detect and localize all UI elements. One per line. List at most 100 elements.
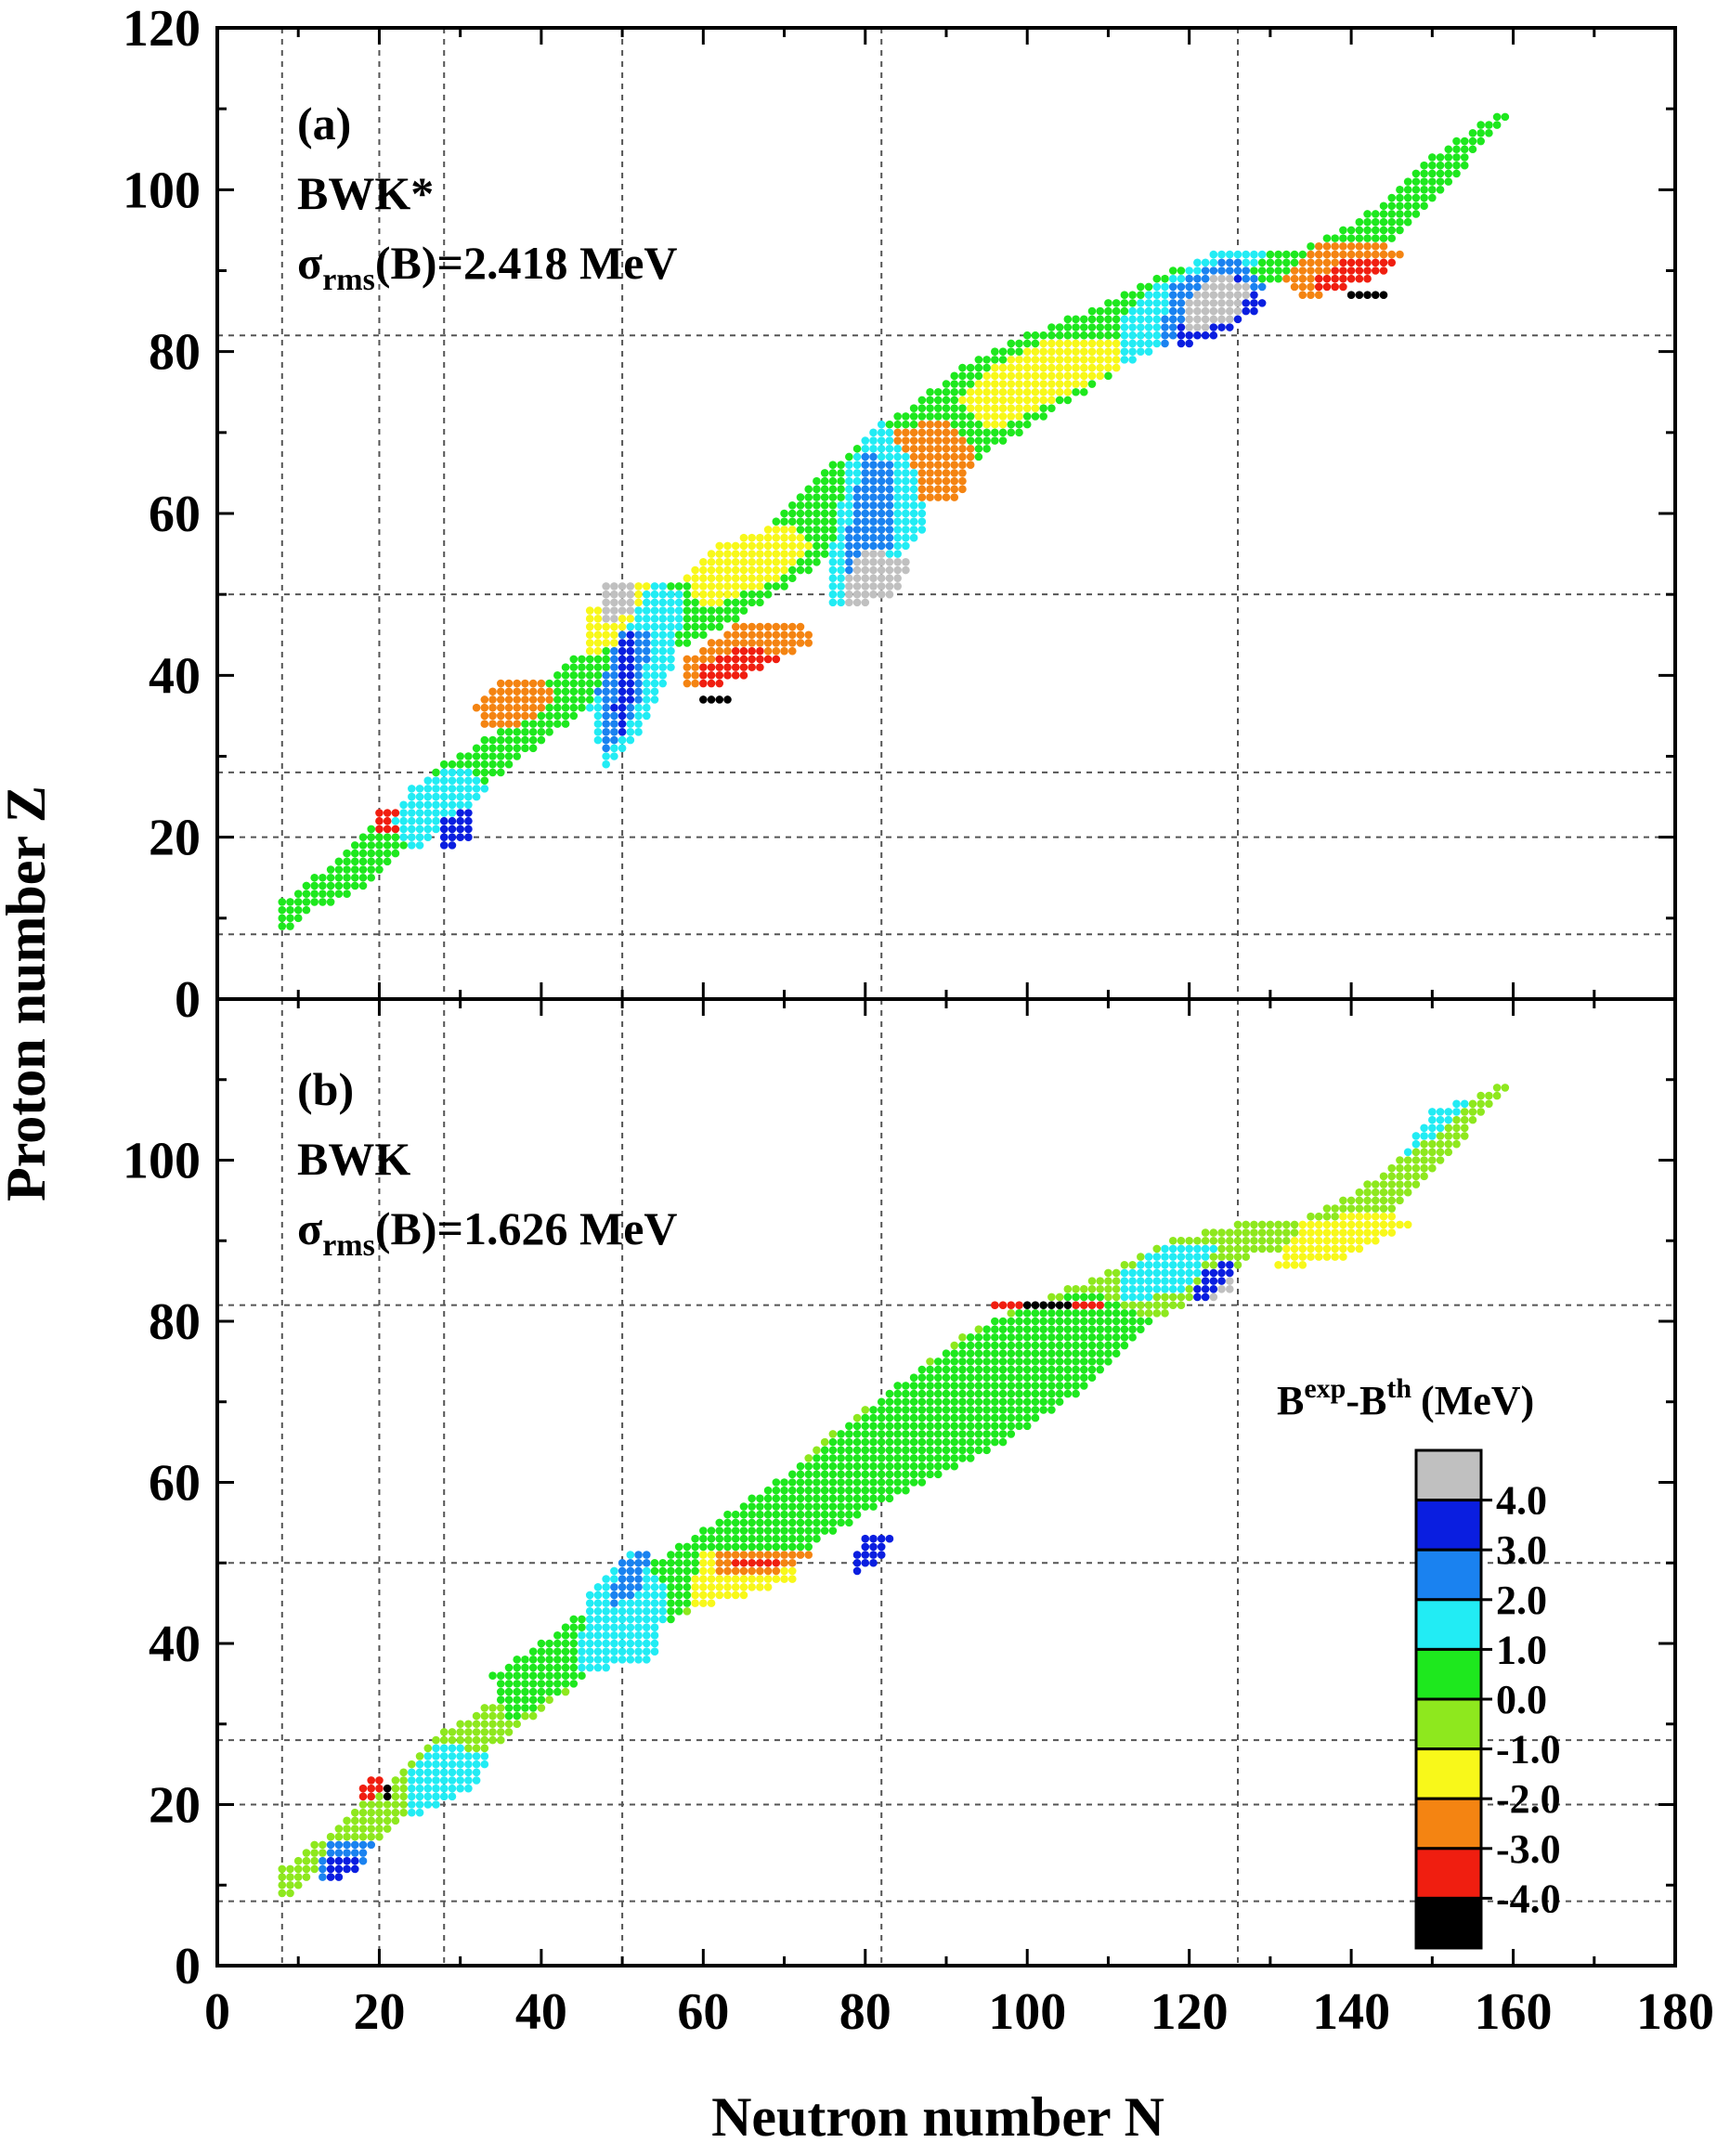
nuclide-point [1063,356,1073,364]
nuclide-point [1225,282,1234,292]
nuclide-point [861,582,870,591]
nuclide-point [310,1840,319,1850]
nuclide-point [1387,1204,1397,1213]
nuclide-point [1436,161,1445,170]
nuclide-point [1063,1382,1073,1390]
nuclide-point [1104,1285,1112,1293]
nuclide-point [877,476,886,486]
nuclide-point [1217,1253,1226,1261]
nuclide-point [537,1639,546,1648]
nuclide-point [480,1760,489,1769]
nuclide-point [293,1873,303,1881]
nuclide-point [464,1784,473,1793]
nuclide-point [1242,1244,1251,1253]
nuclide-point [739,565,748,575]
nuclide-point [1039,1389,1047,1398]
nuclide-point [1072,1309,1080,1318]
nuclide-point [966,1454,975,1462]
nuclide-point [1387,1172,1397,1181]
nuclide-point [966,452,975,461]
nuclide-point [375,1816,384,1825]
nuclide-point [998,1373,1008,1383]
nuclide-point [723,550,732,558]
nuclide-point [545,1680,553,1688]
nuclide-point [1137,1325,1145,1333]
nuclide-point [1485,1099,1493,1109]
nuclide-point [432,1768,440,1777]
nuclide-point [1185,1244,1193,1253]
nuclide-point [691,679,699,688]
nuclide-point [537,728,546,736]
nuclide-point [715,615,724,623]
nuclide-point [820,1518,829,1527]
nuclide-point [942,387,951,396]
nuclide-point [852,590,862,599]
nuclide-point [334,1825,344,1833]
nuclide-point [1266,1228,1275,1237]
nuclide-point [739,1502,748,1511]
nuclide-point [1031,371,1040,381]
nuclide-point [902,509,910,518]
nuclide-point [1096,306,1105,316]
nuclide-point [1428,1123,1437,1133]
nuclide-point [950,1446,959,1455]
nuclide-point [852,526,862,534]
nuclide-point [610,728,618,736]
nuclide-point [861,517,870,526]
nuclide-point [602,646,610,656]
nuclide-point [683,1566,692,1576]
nuclide-point [399,816,408,825]
nuclide-point [780,622,788,631]
nuclide-point [456,1728,464,1736]
nuclide-point [787,517,797,526]
nuclide-point [456,833,464,841]
nuclide-point [1193,1244,1202,1253]
nuclide-point [950,1397,959,1407]
nuclide-point [602,671,610,680]
nuclide-point [926,396,934,405]
nuclide-point [334,1856,344,1865]
nuclide-point [715,671,724,680]
nuclide-point [966,363,975,372]
nuclide-point [358,1792,368,1801]
nuclide-point [521,1680,529,1688]
nuclide-point [513,1704,522,1712]
nuclide-point [472,1776,481,1785]
nuclide-point [1144,282,1153,292]
nuclide-point [1007,387,1016,396]
nuclide-point [723,598,732,607]
nuclide-point [1379,217,1388,227]
residual-points-b [278,1084,1510,1898]
nuclide-point [1015,1373,1023,1383]
nuclide-point [974,1333,983,1342]
nuclide-point [1087,1301,1097,1309]
nuclide-point [1168,266,1177,275]
nuclide-point [1396,186,1404,194]
nuclide-point [513,752,522,760]
nuclide-point [950,1461,959,1471]
nuclide-point [480,720,489,728]
nuclide-point [569,687,579,696]
nuclide-point [1104,347,1112,356]
nuclide-point [917,1446,927,1455]
nuclide-point [731,622,740,631]
nuclide-point [804,1486,813,1495]
nuclide-point [302,905,311,915]
nuclide-point [626,1551,635,1559]
nuclide-point [748,1510,756,1519]
nuclide-point [667,630,675,640]
nuclide-point [1096,347,1105,356]
nuclide-point [723,1566,732,1576]
nuclide-point [813,476,821,486]
nuclide-point [1152,1285,1162,1293]
nuclide-point [813,1478,821,1487]
nuclide-point [845,461,853,470]
nuclide-point [796,1502,805,1511]
nuclide-point [618,639,627,647]
nuclide-point [763,1510,773,1519]
nuclide-point [813,526,821,534]
nuclide-point [909,444,918,453]
nuclide-point [642,1575,651,1583]
nuclide-point [748,1518,756,1527]
nuclide-point [869,1430,878,1438]
